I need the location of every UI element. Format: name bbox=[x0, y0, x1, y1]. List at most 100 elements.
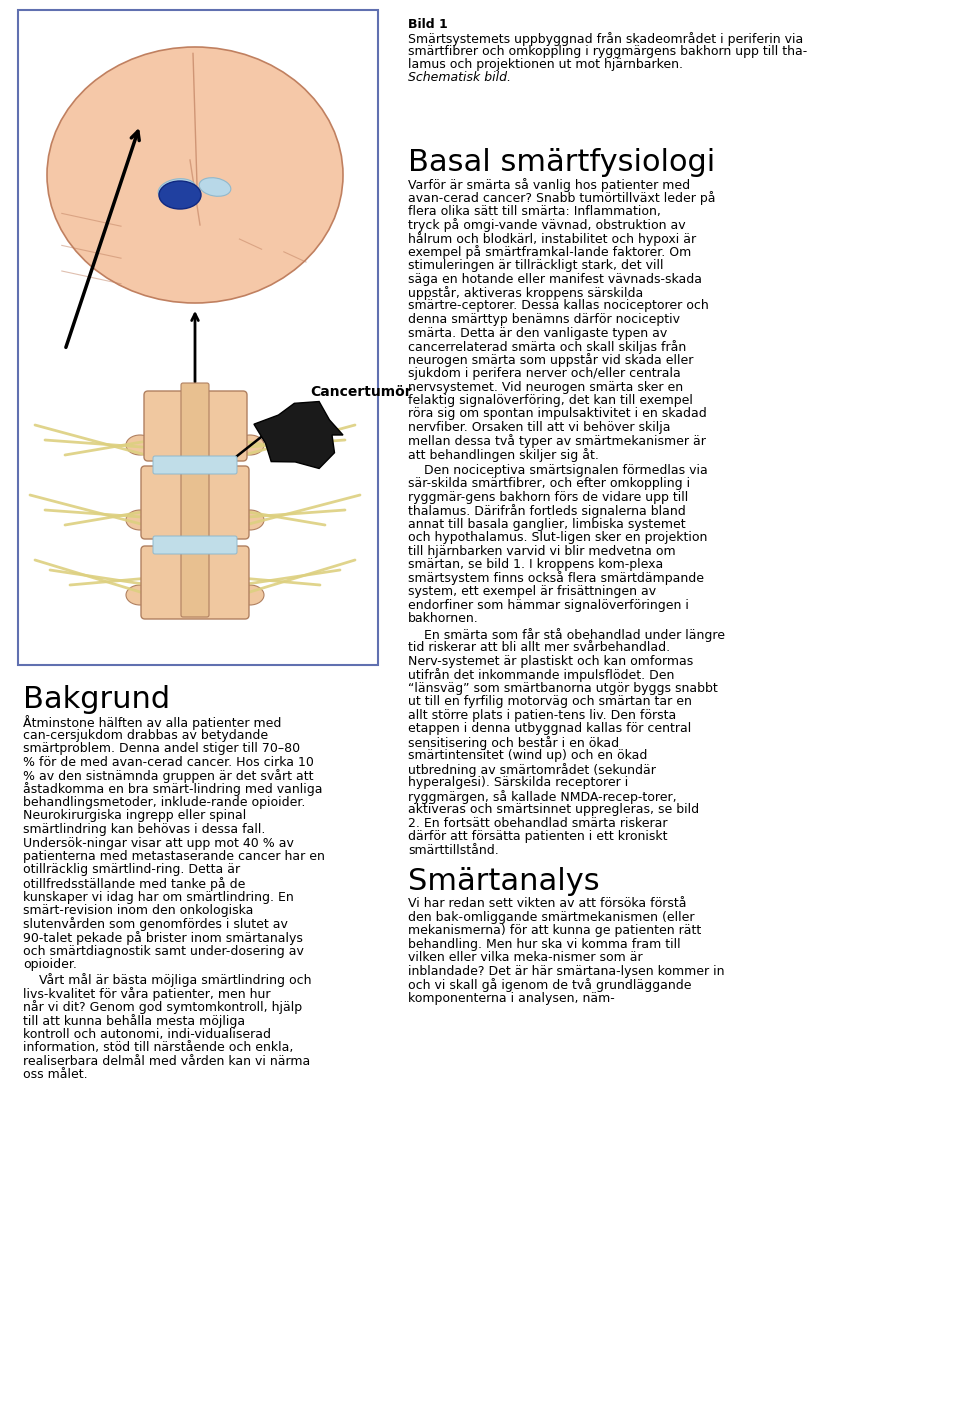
Text: Smärtanalys: Smärtanalys bbox=[408, 867, 600, 895]
Ellipse shape bbox=[199, 177, 230, 196]
Text: uppstår, aktiveras kroppens särskilda: uppstår, aktiveras kroppens särskilda bbox=[408, 287, 643, 299]
Text: att behandlingen skiljer sig åt.: att behandlingen skiljer sig åt. bbox=[408, 448, 599, 463]
Text: Neurokirurgiska ingrepp eller spinal: Neurokirurgiska ingrepp eller spinal bbox=[23, 809, 247, 823]
Text: system, ett exempel är frisättningen av: system, ett exempel är frisättningen av bbox=[408, 585, 656, 597]
Text: smärta. Detta är den vanligaste typen av: smärta. Detta är den vanligaste typen av bbox=[408, 326, 667, 339]
Text: Smärtsystemets uppbyggnad från skadeområdet i periferin via: Smärtsystemets uppbyggnad från skadeområ… bbox=[408, 33, 804, 45]
Text: tryck på omgi-vande vävnad, obstruktion av: tryck på omgi-vande vävnad, obstruktion … bbox=[408, 219, 685, 233]
Text: 2. En fortsätt obehandlad smärta riskerar: 2. En fortsätt obehandlad smärta riskera… bbox=[408, 816, 667, 830]
Ellipse shape bbox=[159, 182, 201, 209]
Text: och hypothalamus. Slut-ligen sker en projektion: och hypothalamus. Slut-ligen sker en pro… bbox=[408, 531, 708, 543]
Text: och vi skall gå igenom de två grundläggande: och vi skall gå igenom de två grundlägga… bbox=[408, 978, 691, 992]
Text: inblandade? Det är här smärtana-lysen kommer in: inblandade? Det är här smärtana-lysen ko… bbox=[408, 965, 725, 978]
Text: “länsväg” som smärtbanorna utgör byggs snabbt: “länsväg” som smärtbanorna utgör byggs s… bbox=[408, 681, 718, 694]
Text: komponenterna i analysen, näm-: komponenterna i analysen, näm- bbox=[408, 992, 614, 1005]
Text: thalamus. Därifrån fortleds signalerna bland: thalamus. Därifrån fortleds signalerna b… bbox=[408, 504, 685, 518]
Text: felaktig signalöverföring, det kan till exempel: felaktig signalöverföring, det kan till … bbox=[408, 394, 693, 407]
Text: flera olika sätt till smärta: Inflammation,: flera olika sätt till smärta: Inflammati… bbox=[408, 204, 660, 219]
Text: sär-skilda smärtfibrer, och efter omkoppling i: sär-skilda smärtfibrer, och efter omkopp… bbox=[408, 477, 690, 490]
Text: etappen i denna utbyggnad kallas för central: etappen i denna utbyggnad kallas för cen… bbox=[408, 722, 691, 735]
Text: allt större plats i patien-tens liv. Den första: allt större plats i patien-tens liv. Den… bbox=[408, 708, 676, 721]
Ellipse shape bbox=[126, 585, 154, 604]
Text: utifrån det inkommande impulsflödet. Den: utifrån det inkommande impulsflödet. Den bbox=[408, 668, 674, 683]
Text: otillräcklig smärtlind-ring. Detta är: otillräcklig smärtlind-ring. Detta är bbox=[23, 864, 240, 877]
FancyBboxPatch shape bbox=[144, 392, 247, 461]
Text: otillfredsställande med tanke på de: otillfredsställande med tanke på de bbox=[23, 877, 246, 891]
Text: ut till en fyrfilig motorväg och smärtan tar en: ut till en fyrfilig motorväg och smärtan… bbox=[408, 695, 692, 708]
Text: % för de med avan-cerad cancer. Hos cirka 10: % för de med avan-cerad cancer. Hos cirk… bbox=[23, 755, 314, 769]
Text: denna smärttyp benämns därför nociceptiv: denna smärttyp benämns därför nociceptiv bbox=[408, 314, 680, 326]
Text: nervfiber. Orsaken till att vi behöver skilja: nervfiber. Orsaken till att vi behöver s… bbox=[408, 421, 670, 434]
Text: Cancertumör: Cancertumör bbox=[310, 385, 412, 399]
Text: Undersök-ningar visar att upp mot 40 % av: Undersök-ningar visar att upp mot 40 % a… bbox=[23, 836, 294, 850]
Text: når vi dit? Genom god symtomkontroll, hjälp: når vi dit? Genom god symtomkontroll, hj… bbox=[23, 1000, 302, 1015]
FancyBboxPatch shape bbox=[141, 465, 249, 539]
Text: Basal smärtfysiologi: Basal smärtfysiologi bbox=[408, 148, 715, 177]
Text: endorfiner som hämmar signalöverföringen i: endorfiner som hämmar signalöverföringen… bbox=[408, 599, 689, 612]
Text: smärtre-ceptorer. Dessa kallas nociceptorer och: smärtre-ceptorer. Dessa kallas nocicepto… bbox=[408, 299, 708, 312]
Text: smärtintensitet (wind up) och en ökad: smärtintensitet (wind up) och en ökad bbox=[408, 749, 647, 762]
Text: Bakgrund: Bakgrund bbox=[23, 685, 170, 714]
Text: därför att försätta patienten i ett kroniskt: därför att försätta patienten i ett kron… bbox=[408, 830, 667, 843]
Text: utbredning av smärtområdet (sekundär: utbredning av smärtområdet (sekundär bbox=[408, 762, 656, 776]
Text: neurogen smärta som uppstår vid skada eller: neurogen smärta som uppstår vid skada el… bbox=[408, 353, 693, 368]
Text: och smärtdiagnostik samt under-dosering av: och smärtdiagnostik samt under-dosering … bbox=[23, 945, 304, 958]
Text: vilken eller vilka meka-nismer som är: vilken eller vilka meka-nismer som är bbox=[408, 951, 642, 964]
Text: till hjärnbarken varvid vi blir medvetna om: till hjärnbarken varvid vi blir medvetna… bbox=[408, 545, 676, 558]
Text: aktiveras och smärtsinnet uppregleras, se bild: aktiveras och smärtsinnet uppregleras, s… bbox=[408, 803, 699, 816]
Text: röra sig om spontan impulsaktivitet i en skadad: röra sig om spontan impulsaktivitet i en… bbox=[408, 407, 707, 420]
Text: Åtminstone hälften av alla patienter med: Åtminstone hälften av alla patienter med bbox=[23, 715, 281, 729]
FancyBboxPatch shape bbox=[181, 383, 209, 617]
Text: smärttillstånd.: smärttillstånd. bbox=[408, 843, 499, 857]
Text: säga en hotande eller manifest vävnads-skada: säga en hotande eller manifest vävnads-s… bbox=[408, 272, 702, 285]
FancyBboxPatch shape bbox=[141, 546, 249, 619]
Text: Vårt mål är bästa möjliga smärtlindring och: Vårt mål är bästa möjliga smärtlindring … bbox=[23, 973, 311, 988]
Ellipse shape bbox=[126, 436, 154, 455]
Text: smärtan, se bild 1. I kroppens kom-plexa: smärtan, se bild 1. I kroppens kom-plexa bbox=[408, 558, 663, 570]
Text: Bild 1: Bild 1 bbox=[408, 18, 447, 31]
Text: behandling. Men hur ska vi komma fram till: behandling. Men hur ska vi komma fram ti… bbox=[408, 938, 681, 951]
Text: nervsystemet. Vid neurogen smärta sker en: nervsystemet. Vid neurogen smärta sker e… bbox=[408, 380, 684, 393]
Ellipse shape bbox=[126, 509, 154, 531]
Text: Schematisk bild.: Schematisk bild. bbox=[408, 71, 511, 84]
Text: smärt-revision inom den onkologiska: smärt-revision inom den onkologiska bbox=[23, 904, 253, 917]
Text: patienterna med metastaserande cancer har en: patienterna med metastaserande cancer ha… bbox=[23, 850, 324, 863]
Text: bakhornen.: bakhornen. bbox=[408, 612, 479, 624]
Text: avan-cerad cancer? Snabb tumörtillväxt leder på: avan-cerad cancer? Snabb tumörtillväxt l… bbox=[408, 192, 715, 206]
Text: smärtproblem. Denna andel stiger till 70–80: smärtproblem. Denna andel stiger till 70… bbox=[23, 742, 300, 755]
Text: behandlingsmetoder, inklude-rande opioider.: behandlingsmetoder, inklude-rande opioid… bbox=[23, 796, 305, 809]
Text: oss målet.: oss målet. bbox=[23, 1069, 87, 1081]
Ellipse shape bbox=[236, 436, 264, 455]
Text: cancerrelaterad smärta och skall skiljas från: cancerrelaterad smärta och skall skiljas… bbox=[408, 341, 686, 353]
Ellipse shape bbox=[236, 509, 264, 531]
Text: till att kunna behålla mesta möjliga: till att kunna behålla mesta möjliga bbox=[23, 1015, 245, 1027]
Text: smärtfibrer och omkoppling i ryggmärgens bakhorn upp till tha-: smärtfibrer och omkoppling i ryggmärgens… bbox=[408, 45, 807, 58]
Text: sjukdom i perifera nerver och/eller centrala: sjukdom i perifera nerver och/eller cent… bbox=[408, 368, 681, 380]
Text: livs-kvalitet för våra patienter, men hur: livs-kvalitet för våra patienter, men hu… bbox=[23, 988, 271, 1000]
Text: mekanismerna) för att kunna ge patienten rätt: mekanismerna) för att kunna ge patienten… bbox=[408, 924, 701, 937]
Text: hyperalgesi). Särskilda receptorer i: hyperalgesi). Särskilda receptorer i bbox=[408, 776, 628, 789]
FancyBboxPatch shape bbox=[153, 455, 237, 474]
Text: ryggmär-gens bakhorn förs de vidare upp till: ryggmär-gens bakhorn förs de vidare upp … bbox=[408, 491, 688, 504]
Bar bbox=[18, 10, 378, 666]
Text: En smärta som får stå obehandlad under längre: En smärta som får stå obehandlad under l… bbox=[408, 627, 725, 641]
Text: kunskaper vi idag har om smärtlindring. En: kunskaper vi idag har om smärtlindring. … bbox=[23, 891, 294, 904]
Text: Den nociceptiva smärtsignalen förmedlas via: Den nociceptiva smärtsignalen förmedlas … bbox=[408, 464, 708, 477]
Text: stimuleringen är tillräckligt stark, det vill: stimuleringen är tillräckligt stark, det… bbox=[408, 260, 663, 272]
Text: slutenvården som genomfördes i slutet av: slutenvården som genomfördes i slutet av bbox=[23, 918, 288, 931]
Text: % av den sistnämnda gruppen är det svårt att: % av den sistnämnda gruppen är det svårt… bbox=[23, 769, 314, 783]
Text: den bak-omliggande smärtmekanismen (eller: den bak-omliggande smärtmekanismen (elle… bbox=[408, 911, 694, 924]
Ellipse shape bbox=[158, 179, 196, 201]
Text: hålrum och blodkärl, instabilitet och hypoxi är: hålrum och blodkärl, instabilitet och hy… bbox=[408, 231, 696, 245]
Text: Varför är smärta så vanlig hos patienter med: Varför är smärta så vanlig hos patienter… bbox=[408, 177, 690, 192]
Text: opioider.: opioider. bbox=[23, 958, 77, 971]
Text: Nerv-systemet är plastiskt och kan omformas: Nerv-systemet är plastiskt och kan omfor… bbox=[408, 654, 693, 667]
Text: åstadkomma en bra smärt-lindring med vanliga: åstadkomma en bra smärt-lindring med van… bbox=[23, 782, 323, 796]
Text: lamus och projektionen ut mot hjärnbarken.: lamus och projektionen ut mot hjärnbarke… bbox=[408, 58, 683, 71]
Text: kontroll och autonomi, indi-vidualiserad: kontroll och autonomi, indi-vidualiserad bbox=[23, 1027, 271, 1040]
Ellipse shape bbox=[236, 585, 264, 604]
Text: exempel på smärtframkal-lande faktorer. Om: exempel på smärtframkal-lande faktorer. … bbox=[408, 245, 691, 260]
Text: ryggmärgen, så kallade NMDA-recep-torer,: ryggmärgen, så kallade NMDA-recep-torer, bbox=[408, 789, 677, 803]
Text: can-cersjukdom drabbas av betydande: can-cersjukdom drabbas av betydande bbox=[23, 728, 268, 742]
Text: annat till basala ganglier, limbiska systemet: annat till basala ganglier, limbiska sys… bbox=[408, 518, 685, 531]
